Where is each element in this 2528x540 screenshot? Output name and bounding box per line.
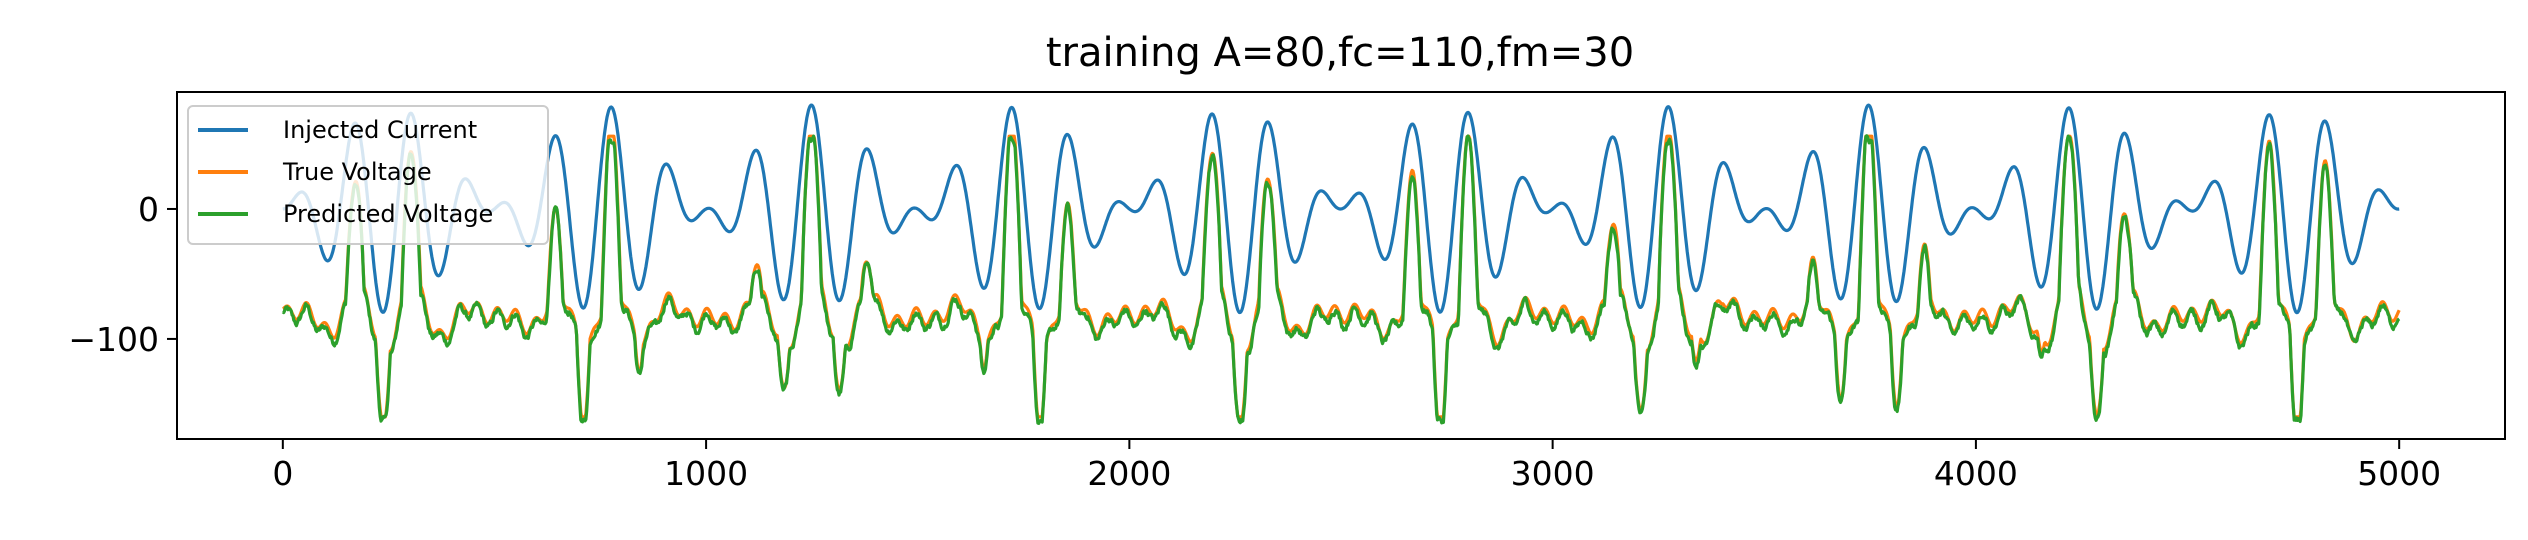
x-tick-label: 3000 — [1511, 454, 1595, 493]
x-tick-label: 5000 — [2357, 454, 2441, 493]
series-line-injected-current — [282, 103, 2400, 315]
legend: Injected Current True Voltage Predicted … — [187, 105, 549, 245]
y-tick-label: 0 — [138, 190, 159, 229]
y-tick-label: −100 — [68, 320, 159, 359]
x-tick-label: 0 — [272, 454, 293, 493]
legend-label-true-voltage: True Voltage — [282, 158, 432, 186]
series-line-predicted-voltage — [281, 134, 2401, 425]
legend-label-predicted-voltage: Predicted Voltage — [283, 200, 493, 228]
legend-label-injected-current: Injected Current — [283, 116, 477, 144]
chart-title: training A=80,fc=110,fm=30 — [1046, 30, 1634, 76]
x-tick-label: 2000 — [1087, 454, 1171, 493]
x-axis: 0 1000 2000 3000 4000 5000 — [272, 439, 2441, 493]
legend-box — [187, 105, 549, 245]
x-tick-label: 4000 — [1934, 454, 2018, 493]
x-tick-label: 1000 — [664, 454, 748, 493]
plot-area — [176, 91, 2506, 440]
axes-frame — [176, 91, 2506, 440]
y-axis: 0 −100 — [68, 190, 177, 359]
